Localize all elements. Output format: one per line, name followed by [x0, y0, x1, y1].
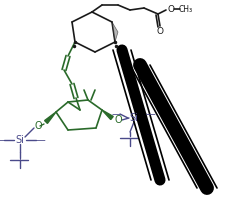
Text: —: —: [145, 109, 154, 119]
Text: CH₃: CH₃: [178, 5, 192, 14]
Text: —: —: [0, 135, 5, 145]
Polygon shape: [111, 22, 118, 42]
Text: —: —: [111, 109, 120, 119]
Text: Si: Si: [129, 113, 138, 123]
Text: O: O: [156, 26, 163, 35]
Text: |: |: [18, 151, 22, 161]
Text: Si: Si: [15, 135, 24, 145]
Polygon shape: [44, 112, 56, 123]
Text: —: —: [35, 135, 45, 145]
Text: O: O: [167, 5, 174, 14]
Polygon shape: [101, 110, 113, 120]
Text: O: O: [114, 115, 121, 125]
Text: O: O: [34, 121, 42, 131]
